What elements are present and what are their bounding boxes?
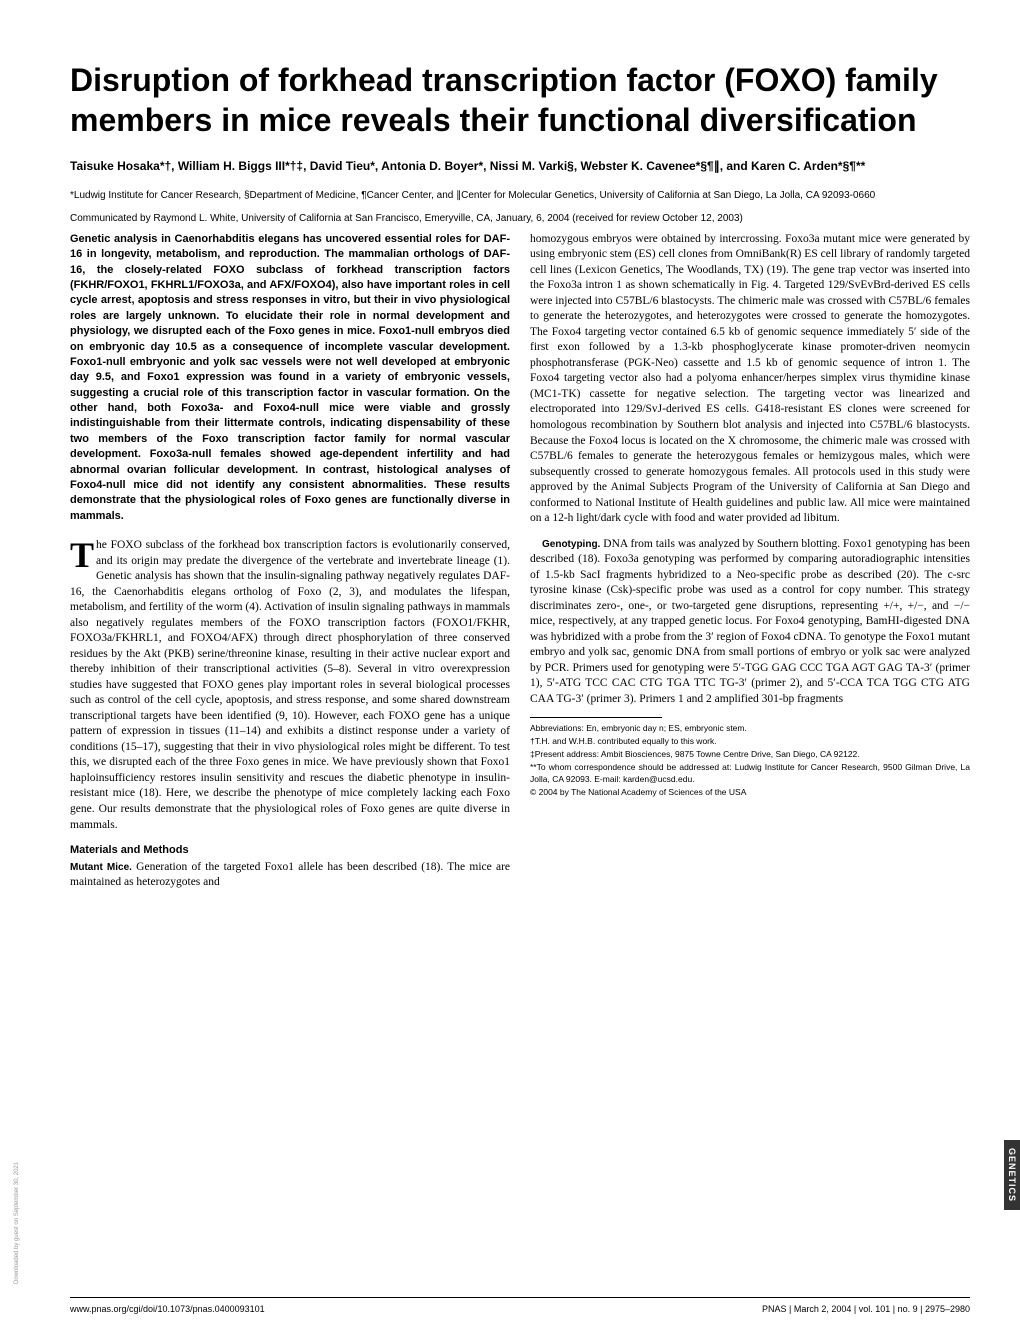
genotyping-text: DNA from tails was analyzed by Southern …: [530, 538, 970, 705]
footnote-address: ‡Present address: Ambit Biosciences, 987…: [530, 748, 970, 761]
authors-list: Taisuke Hosaka*†, William H. Biggs III*†…: [70, 158, 970, 175]
col2-continuation: homozygous embryos were obtained by inte…: [530, 232, 970, 527]
intro-paragraph: The FOXO subclass of the forkhead box tr…: [70, 538, 510, 833]
footnotes: Abbreviations: En, embryonic day n; ES, …: [530, 722, 970, 799]
intro-text: he FOXO subclass of the forkhead box tra…: [70, 539, 510, 830]
abstract-text: Genetic analysis in Caenorhabditis elega…: [70, 232, 510, 524]
communicated-by: Communicated by Raymond L. White, Univer…: [70, 213, 970, 224]
footer-doi: www.pnas.org/cgi/doi/10.1073/pnas.040009…: [70, 1304, 265, 1314]
left-column: Genetic analysis in Caenorhabditis elega…: [70, 232, 510, 891]
genotyping-paragraph: Genotyping. DNA from tails was analyzed …: [530, 537, 970, 708]
dropcap: T: [70, 540, 94, 570]
footer-citation: PNAS | March 2, 2004 | vol. 101 | no. 9 …: [762, 1304, 970, 1314]
methods-heading: Materials and Methods: [70, 843, 510, 858]
page-footer: www.pnas.org/cgi/doi/10.1073/pnas.040009…: [70, 1297, 970, 1314]
mutant-mice-text: Generation of the targeted Foxo1 allele …: [70, 861, 510, 889]
right-column: homozygous embryos were obtained by inte…: [530, 232, 970, 891]
footnote-correspond: **To whom correspondence should be addre…: [530, 761, 970, 787]
section-tab: GENETICS: [1004, 1140, 1020, 1210]
footnote-rule: [530, 717, 662, 718]
download-note: Downloaded by guest on September 30, 202…: [14, 1162, 20, 1284]
article-title: Disruption of forkhead transcription fac…: [70, 60, 970, 140]
mutant-mice-head: Mutant Mice.: [70, 862, 132, 873]
footnote-abbrev: Abbreviations: En, embryonic day n; ES, …: [530, 722, 970, 735]
genotyping-head: Genotyping.: [542, 539, 600, 550]
two-column-layout: Genetic analysis in Caenorhabditis elega…: [70, 232, 970, 891]
page-content: Disruption of forkhead transcription fac…: [0, 0, 1020, 921]
affiliations: *Ludwig Institute for Cancer Research, §…: [70, 189, 970, 203]
footnote-copyright: © 2004 by The National Academy of Scienc…: [530, 786, 970, 799]
footnote-contrib: †T.H. and W.H.B. contributed equally to …: [530, 735, 970, 748]
mutant-mice-paragraph: Mutant Mice. Generation of the targeted …: [70, 860, 510, 891]
